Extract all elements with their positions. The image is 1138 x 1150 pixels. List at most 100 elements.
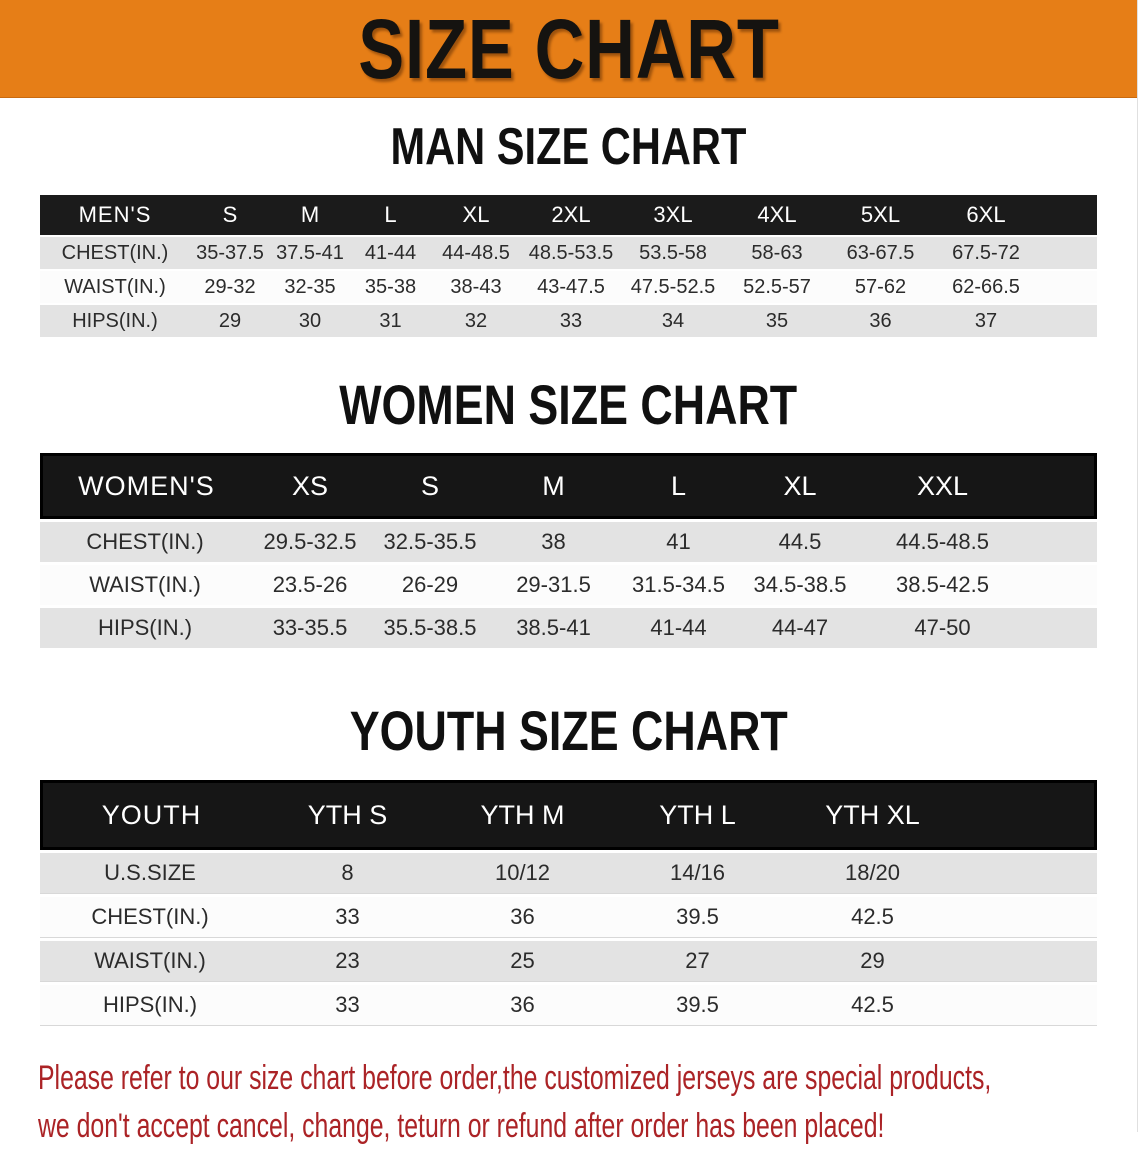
row-filler [960,985,1097,1026]
size-value: 37 [932,305,1040,337]
col-header: YTH L [610,780,785,850]
row-filler [960,941,1097,982]
table-row: CHEST(IN.) 29.5-32.5 32.5-35.5 38 41 44.… [40,522,1097,562]
row-label: WAIST(IN.) [40,271,190,303]
header-filler [1025,453,1097,519]
women-header-row: WOMEN'S XS S M L XL XXL [40,453,1097,519]
col-header: M [270,195,350,235]
size-value: 33 [260,985,435,1026]
size-value: 33 [521,305,621,337]
size-value: 35-38 [350,271,431,303]
col-header: 3XL [621,195,725,235]
table-row: HIPS(IN.) 33-35.5 35.5-38.5 38.5-41 41-4… [40,608,1097,648]
size-value: 38 [490,522,617,562]
size-value: 36 [435,985,610,1026]
size-value: 36 [829,305,932,337]
row-label: WAIST(IN.) [40,565,250,605]
size-value: 33 [260,897,435,938]
size-value: 43-47.5 [521,271,621,303]
table-row: WAIST(IN.) 29-32 32-35 35-38 38-43 43-47… [40,271,1097,303]
women-header-label: WOMEN'S [40,453,250,519]
row-filler [960,853,1097,894]
size-value: 35 [725,305,829,337]
col-header: YTH S [260,780,435,850]
size-value: 47.5-52.5 [621,271,725,303]
size-value: 44.5 [740,522,860,562]
col-header: XXL [860,453,1025,519]
size-value: 38.5-41 [490,608,617,648]
col-header: 6XL [932,195,1040,235]
col-header: 2XL [521,195,621,235]
row-label: U.S.SIZE [40,853,260,894]
size-value: 48.5-53.5 [521,237,621,269]
size-value: 44-47 [740,608,860,648]
header-filler [1040,195,1097,235]
row-filler [1025,522,1097,562]
size-value: 52.5-57 [725,271,829,303]
table-row: U.S.SIZE 8 10/12 14/16 18/20 [40,853,1097,894]
size-value: 62-66.5 [932,271,1040,303]
size-value: 41 [617,522,740,562]
size-value: 37.5-41 [270,237,350,269]
row-label: CHEST(IN.) [40,237,190,269]
col-header: XL [740,453,860,519]
size-value: 35-37.5 [190,237,270,269]
col-header: L [350,195,431,235]
size-value: 67.5-72 [932,237,1040,269]
col-header: S [370,453,490,519]
disclaimer-line-1: Please refer to our size chart before or… [38,1059,992,1097]
size-value: 29 [785,941,960,982]
col-header: 4XL [725,195,829,235]
size-value: 31.5-34.5 [617,565,740,605]
size-value: 8 [260,853,435,894]
size-value: 29.5-32.5 [250,522,370,562]
row-filler [960,897,1097,938]
disclaimer-line-2: we don't accept cancel, change, teturn o… [38,1106,885,1145]
table-row: HIPS(IN.) 33 36 39.5 42.5 [40,985,1097,1026]
men-section-title-text: MAN SIZE CHART [390,118,747,176]
table-row: CHEST(IN.) 33 36 39.5 42.5 [40,897,1097,938]
size-value: 35.5-38.5 [370,608,490,648]
col-header: L [617,453,740,519]
size-value: 14/16 [610,853,785,894]
header-filler [960,780,1097,850]
size-value: 18/20 [785,853,960,894]
size-value: 42.5 [785,985,960,1026]
size-value: 44.5-48.5 [860,522,1025,562]
size-value: 44-48.5 [431,237,521,269]
col-header: XS [250,453,370,519]
size-value: 36 [435,897,610,938]
men-header-row: MEN'S S M L XL 2XL 3XL 4XL 5XL 6XL [40,195,1097,235]
size-value: 34.5-38.5 [740,565,860,605]
col-header: YTH XL [785,780,960,850]
youth-size-table: YOUTH YTH S YTH M YTH L YTH XL U.S.SIZE … [40,777,1097,1029]
row-label: CHEST(IN.) [40,522,250,562]
size-value: 29 [190,305,270,337]
col-header: M [490,453,617,519]
banner: SIZE CHART [0,0,1137,97]
youth-section-title: YOUTH SIZE CHART [0,703,1137,759]
youth-header-row: YOUTH YTH S YTH M YTH L YTH XL [40,780,1097,850]
size-value: 31 [350,305,431,337]
women-section-title: WOMEN SIZE CHART [0,377,1137,433]
size-value: 33-35.5 [250,608,370,648]
men-size-table: MEN'S S M L XL 2XL 3XL 4XL 5XL 6XL CHEST… [40,193,1097,339]
men-section-title: MAN SIZE CHART [0,121,1137,173]
row-label: WAIST(IN.) [40,941,260,982]
table-row: HIPS(IN.) 29 30 31 32 33 34 35 36 37 [40,305,1097,337]
size-value: 39.5 [610,897,785,938]
size-value: 63-67.5 [829,237,932,269]
size-value: 41-44 [617,608,740,648]
table-row: CHEST(IN.) 35-37.5 37.5-41 41-44 44-48.5… [40,237,1097,269]
youth-section-title-text: YOUTH SIZE CHART [349,699,788,762]
size-value: 47-50 [860,608,1025,648]
size-value: 58-63 [725,237,829,269]
row-filler [1040,237,1097,269]
row-label: HIPS(IN.) [40,305,190,337]
size-value: 30 [270,305,350,337]
row-filler [1040,305,1097,337]
banner-title: SIZE CHART [357,1,780,96]
women-size-table: WOMEN'S XS S M L XL XXL CHEST(IN.) 29.5-… [40,450,1097,651]
row-filler [1025,565,1097,605]
